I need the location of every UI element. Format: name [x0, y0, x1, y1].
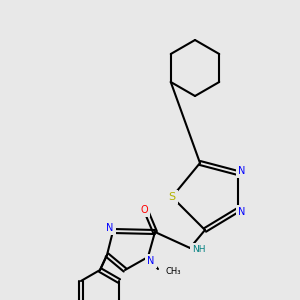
Text: NH: NH [192, 245, 206, 254]
Text: S: S [168, 192, 175, 202]
Text: N: N [106, 223, 114, 233]
Text: CH₃: CH₃ [165, 266, 181, 275]
Text: N: N [238, 166, 246, 176]
Text: N: N [238, 207, 246, 217]
Text: N: N [147, 256, 155, 266]
Text: O: O [140, 205, 148, 215]
